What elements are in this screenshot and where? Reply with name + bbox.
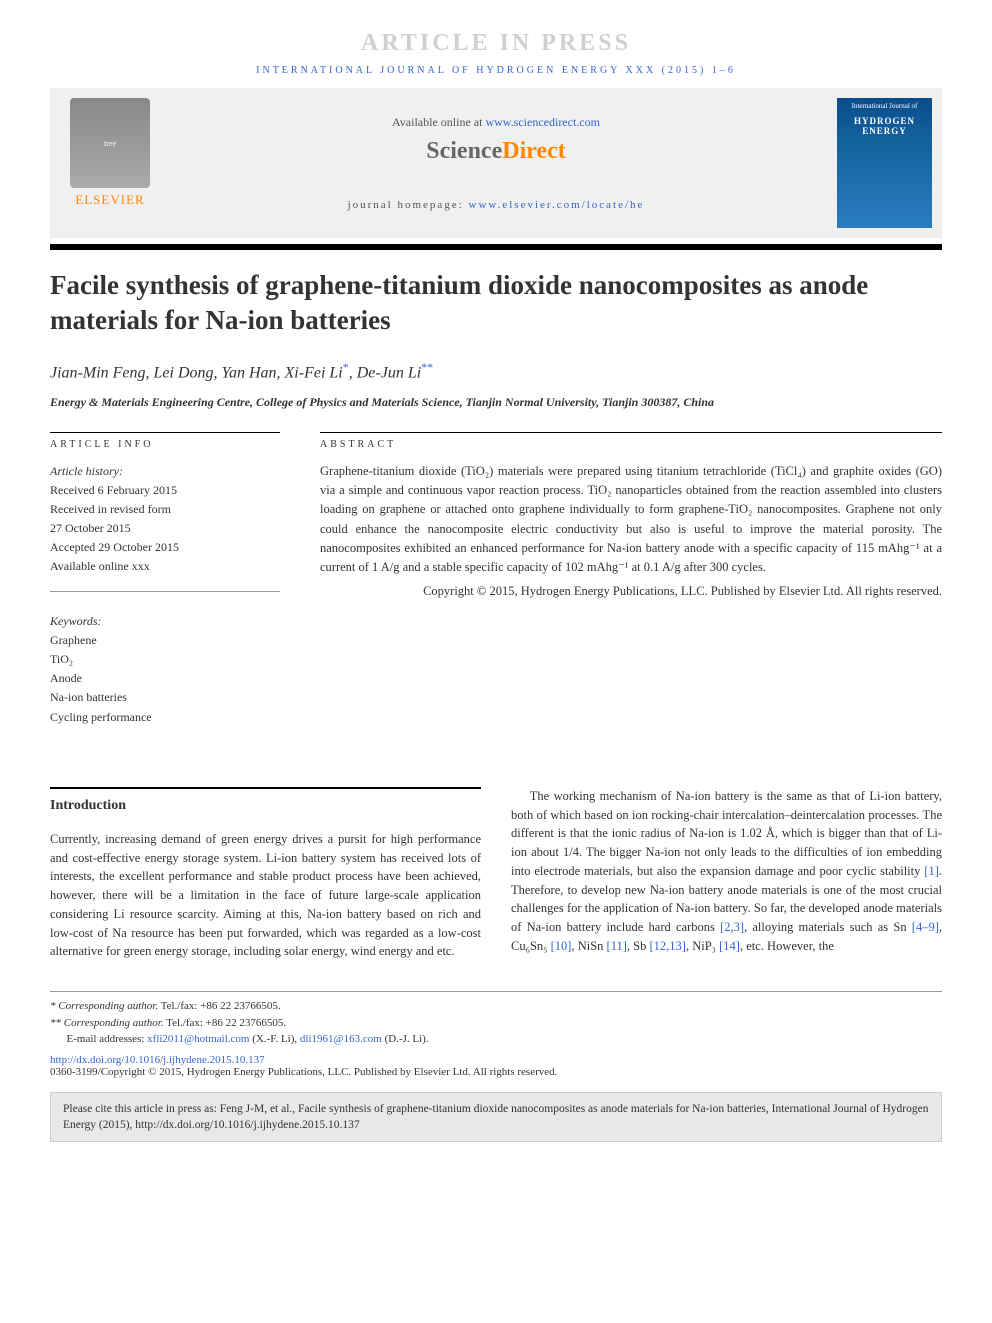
article-history: Article history: Received 6 February 201…: [50, 462, 280, 592]
article-in-press-banner: ARTICLE IN PRESS: [50, 30, 942, 57]
ref-link-1213[interactable]: [12,13]: [650, 939, 686, 953]
email-link-1[interactable]: xfli2011@hotmail.com: [147, 1033, 249, 1045]
keyword-1: Graphene: [50, 631, 280, 650]
homepage-link[interactable]: www.elsevier.com/locate/he: [469, 199, 645, 211]
author-4: Xi-Fei Li: [285, 365, 343, 382]
corresponding-2: ** Corresponding author. Tel./fax: +86 2…: [50, 1015, 942, 1032]
abstract-label: ABSTRACT: [320, 432, 942, 450]
footnotes: * Corresponding author. Tel./fax: +86 22…: [50, 991, 942, 1048]
available-online-line: Available online at www.sciencedirect.co…: [392, 115, 600, 130]
keyword-4: Na-ion batteries: [50, 688, 280, 707]
body-text-a: The working mechanism of Na-ion battery …: [511, 789, 942, 878]
author-3: Yan Han: [222, 365, 277, 382]
body-text-e: , NiSn: [571, 939, 606, 953]
doi-line: http://dx.doi.org/10.1016/j.ijhydene.201…: [50, 1054, 942, 1066]
body-text-f: , Sb: [627, 939, 650, 953]
revised-date: 27 October 2015: [50, 519, 280, 538]
revised-label: Received in revised form: [50, 500, 280, 519]
elsevier-tree-icon: tree: [70, 98, 150, 188]
corr1-label: * Corresponding author.: [50, 1000, 158, 1012]
introduction-heading: Introduction: [50, 787, 481, 816]
journal-cover-thumbnail: International Journal of HYDROGEN ENERGY: [837, 98, 932, 228]
keywords-block: Keywords: Graphene TiO₂ Anode Na-ion bat…: [50, 612, 280, 727]
body-text-h: , etc. However, the: [740, 939, 834, 953]
sd-direct-text: Direct: [502, 138, 566, 164]
abstract-text: Graphene-titanium dioxide (TiO₂) materia…: [320, 462, 942, 578]
article-title: Facile synthesis of graphene-titanium di…: [50, 268, 942, 338]
corr2-tel: Tel./fax: +86 22 23766505.: [164, 1017, 287, 1029]
intro-paragraph-2: The working mechanism of Na-ion battery …: [511, 787, 942, 956]
email-link-2[interactable]: dli1961@163.com: [300, 1033, 382, 1045]
ref-link-23[interactable]: [2,3]: [720, 920, 744, 934]
available-label: Available online at: [392, 115, 485, 129]
body-column-left: Introduction Currently, increasing deman…: [50, 787, 481, 961]
cite-box: Please cite this article in press as: Fe…: [50, 1092, 942, 1142]
cover-main-title: HYDROGEN ENERGY: [841, 116, 928, 136]
author-1: Jian-Min Feng: [50, 365, 146, 382]
affiliation: Energy & Materials Engineering Centre, C…: [50, 395, 942, 410]
body-text-c: , alloying materials such as Sn: [744, 920, 912, 934]
article-info-label: ARTICLE INFO: [50, 432, 280, 450]
keyword-2: TiO₂: [50, 650, 280, 669]
cover-top-text: International Journal of: [841, 102, 928, 110]
corr2-label: ** Corresponding author.: [50, 1017, 164, 1029]
abstract-copyright: Copyright © 2015, Hydrogen Energy Public…: [320, 582, 942, 601]
ref-link-1[interactable]: [1]: [924, 864, 939, 878]
received-date: Received 6 February 2015: [50, 481, 280, 500]
email-label: E-mail addresses:: [67, 1033, 148, 1045]
body-column-right: The working mechanism of Na-ion battery …: [511, 787, 942, 961]
email-addresses: E-mail addresses: xfli2011@hotmail.com (…: [50, 1031, 942, 1048]
corr1-tel: Tel./fax: +86 22 23766505.: [158, 1000, 281, 1012]
black-divider-bar: [50, 244, 942, 250]
intro-paragraph-1: Currently, increasing demand of green en…: [50, 830, 481, 961]
bottom-copyright: 0360-3199/Copyright © 2015, Hydrogen Ene…: [50, 1066, 942, 1078]
keywords-label: Keywords:: [50, 612, 280, 631]
sciencedirect-link[interactable]: www.sciencedirect.com: [485, 115, 600, 129]
corresponding-mark-2: **: [421, 360, 433, 374]
author-5: De-Jun Li: [357, 365, 421, 382]
ref-link-49[interactable]: [4–9]: [912, 920, 939, 934]
keyword-3: Anode: [50, 669, 280, 688]
corresponding-mark-1: *: [343, 360, 349, 374]
sd-science-text: Science: [426, 138, 502, 164]
author-2: Lei Dong: [154, 365, 214, 382]
accepted-date: Accepted 29 October 2015: [50, 538, 280, 557]
body-text-g: , NiP₃: [686, 939, 719, 953]
history-label: Article history:: [50, 462, 280, 481]
ref-link-14[interactable]: [14]: [719, 939, 740, 953]
keyword-5: Cycling performance: [50, 708, 280, 727]
homepage-line: journal homepage: www.elsevier.com/locat…: [348, 199, 645, 211]
ref-link-10[interactable]: [10]: [551, 939, 572, 953]
journal-reference: INTERNATIONAL JOURNAL OF HYDROGEN ENERGY…: [50, 65, 942, 76]
homepage-label: journal homepage:: [348, 199, 469, 211]
email-2-who: (D.-J. Li).: [382, 1033, 429, 1045]
sciencedirect-logo: ScienceDirect: [426, 138, 566, 165]
header-box: tree ELSEVIER International Journal of H…: [50, 88, 942, 238]
doi-link[interactable]: http://dx.doi.org/10.1016/j.ijhydene.201…: [50, 1054, 265, 1066]
elsevier-text: ELSEVIER: [60, 192, 160, 208]
article-info-column: ARTICLE INFO Article history: Received 6…: [50, 432, 280, 727]
elsevier-logo: tree ELSEVIER: [60, 98, 160, 208]
authors-list: Jian-Min Feng, Lei Dong, Yan Han, Xi-Fei…: [50, 360, 942, 382]
ref-link-11[interactable]: [11]: [607, 939, 627, 953]
available-date: Available online xxx: [50, 557, 280, 576]
abstract-column: ABSTRACT Graphene-titanium dioxide (TiO₂…: [320, 432, 942, 727]
email-1-who: (X.-F. Li),: [249, 1033, 299, 1045]
body-columns: Introduction Currently, increasing deman…: [50, 787, 942, 961]
corresponding-1: * Corresponding author. Tel./fax: +86 22…: [50, 998, 942, 1015]
